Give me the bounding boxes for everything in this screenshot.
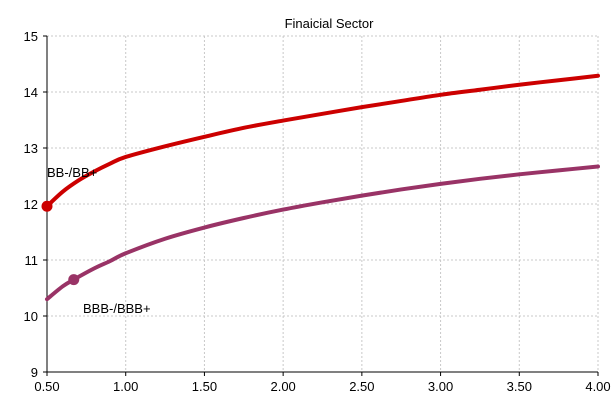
series-marker-0 bbox=[41, 200, 53, 212]
y-tick-label: 9 bbox=[31, 365, 38, 380]
chart-title: Finaicial Sector bbox=[285, 16, 375, 31]
y-tick-label: 14 bbox=[24, 85, 38, 100]
y-tick-label: 15 bbox=[24, 29, 38, 44]
y-tick-label: 12 bbox=[24, 197, 38, 212]
y-tick-label: 13 bbox=[24, 141, 38, 156]
series-line-0 bbox=[45, 73, 600, 209]
x-tick-label: 3.00 bbox=[428, 379, 453, 394]
x-tick-label: 2.00 bbox=[270, 379, 295, 394]
x-tick-label: 2.50 bbox=[349, 379, 374, 394]
series-line-1 bbox=[45, 164, 600, 302]
tick-labels: 0.50 1.00 1.50 2.00 2.50 3.00 3.50 4.00 9 10 11 12 1… bbox=[24, 29, 611, 394]
x-tick-label: 4.00 bbox=[585, 379, 610, 394]
y-tick-label: 10 bbox=[24, 309, 38, 324]
series-label-bb: BB-/BB+ bbox=[47, 165, 97, 180]
x-tick-label: 0.50 bbox=[34, 379, 59, 394]
x-tick-label: 1.50 bbox=[192, 379, 217, 394]
series-layer bbox=[41, 73, 600, 302]
x-tick-label: 1.00 bbox=[113, 379, 138, 394]
x-tick-label: 3.50 bbox=[507, 379, 532, 394]
grid-layer bbox=[43, 35, 599, 376]
series-label-bbb: BBB-/BBB+ bbox=[83, 301, 151, 316]
y-tick-label: 11 bbox=[25, 253, 39, 268]
series-marker-1 bbox=[68, 274, 80, 286]
